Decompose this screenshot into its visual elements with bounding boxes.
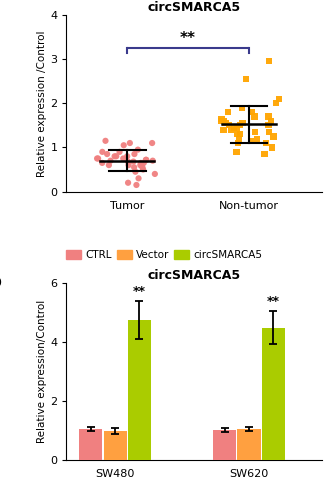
Point xyxy=(252,112,257,120)
Point xyxy=(144,156,149,164)
Point xyxy=(270,144,275,152)
Point xyxy=(238,122,243,130)
Text: **: ** xyxy=(133,284,146,298)
Point xyxy=(100,148,105,156)
Point xyxy=(140,164,145,172)
Point xyxy=(95,154,101,162)
Point xyxy=(273,100,279,108)
Point xyxy=(266,122,271,130)
Point xyxy=(236,134,241,142)
Point xyxy=(239,104,245,112)
Point xyxy=(121,154,126,162)
Point xyxy=(226,122,231,130)
Point xyxy=(266,112,271,120)
Point xyxy=(268,117,273,125)
Point xyxy=(125,158,131,166)
Point xyxy=(266,58,272,66)
Text: a: a xyxy=(0,4,1,22)
Bar xyxy=(262,328,285,460)
Bar xyxy=(237,429,261,460)
Legend: CTRL, Vector, circSMARCA5: CTRL, Vector, circSMARCA5 xyxy=(66,250,262,260)
Point xyxy=(249,108,255,116)
Point xyxy=(127,139,132,147)
Point xyxy=(231,124,236,132)
Point xyxy=(223,119,228,127)
Point xyxy=(276,95,281,103)
Point xyxy=(100,159,105,167)
Point xyxy=(126,161,131,169)
Point xyxy=(94,154,100,162)
Title: circSMARCA5: circSMARCA5 xyxy=(148,269,241,282)
Bar xyxy=(79,429,102,460)
Point xyxy=(252,128,258,136)
Text: b: b xyxy=(0,273,2,291)
Point xyxy=(266,128,272,136)
Point xyxy=(263,139,268,147)
Point xyxy=(105,150,110,158)
Point xyxy=(108,156,113,164)
Point xyxy=(236,139,241,147)
Point xyxy=(218,117,224,125)
Point xyxy=(124,152,130,160)
Point xyxy=(103,137,108,145)
Point xyxy=(140,166,146,173)
Point xyxy=(132,150,137,158)
Text: **: ** xyxy=(267,295,280,308)
Point xyxy=(150,156,155,164)
Point xyxy=(248,137,254,145)
Bar xyxy=(213,430,236,460)
Point xyxy=(244,75,249,83)
Y-axis label: Relative expression /Control: Relative expression /Control xyxy=(38,30,47,176)
Point xyxy=(125,179,131,187)
Point xyxy=(131,164,137,172)
Point xyxy=(112,152,117,160)
Point xyxy=(240,119,245,127)
Point xyxy=(219,114,224,122)
Y-axis label: Relative expression/Control: Relative expression/Control xyxy=(38,300,47,444)
Point xyxy=(262,150,267,158)
Point xyxy=(254,134,259,142)
Point xyxy=(133,168,138,175)
Point xyxy=(225,108,230,116)
Bar xyxy=(104,431,127,460)
Point xyxy=(114,152,119,160)
Title: circSMARCA5: circSMARCA5 xyxy=(148,1,241,14)
Point xyxy=(106,161,112,169)
Point xyxy=(138,159,143,167)
Point xyxy=(121,141,126,149)
Point xyxy=(138,161,143,169)
Point xyxy=(131,158,136,166)
Point xyxy=(143,156,148,164)
Point xyxy=(271,132,276,140)
Point xyxy=(152,170,157,178)
Point xyxy=(234,130,240,138)
Bar xyxy=(128,320,151,460)
Point xyxy=(237,130,243,138)
Point xyxy=(141,159,146,167)
Point xyxy=(134,181,139,189)
Point xyxy=(234,148,239,156)
Point xyxy=(221,117,227,125)
Point xyxy=(228,126,233,134)
Point xyxy=(234,124,239,132)
Point xyxy=(221,126,226,134)
Point xyxy=(149,139,155,147)
Point xyxy=(136,174,141,182)
Text: **: ** xyxy=(180,32,196,46)
Point xyxy=(117,148,122,156)
Point xyxy=(135,146,140,154)
